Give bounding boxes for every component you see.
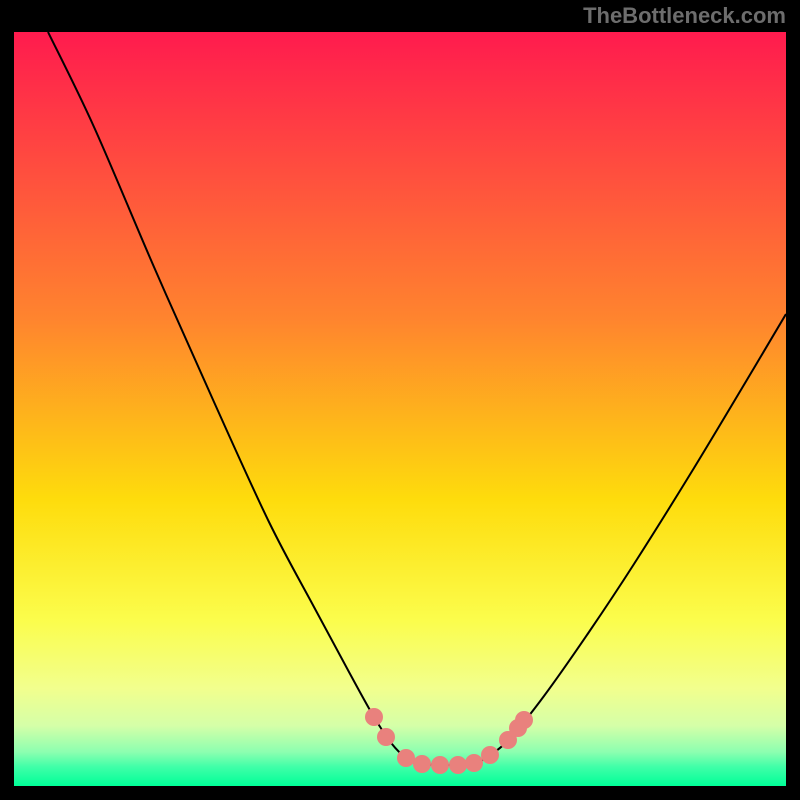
curve-marker xyxy=(431,756,449,774)
gradient-background xyxy=(14,32,786,786)
curve-marker xyxy=(515,711,533,729)
chart-svg xyxy=(14,32,786,786)
chart-plot-area xyxy=(14,32,786,786)
curve-marker xyxy=(397,749,415,767)
chart-root: TheBottleneck.com xyxy=(0,0,800,800)
curve-marker xyxy=(377,728,395,746)
curve-marker xyxy=(413,755,431,773)
attribution-text: TheBottleneck.com xyxy=(583,3,786,29)
curve-marker xyxy=(465,754,483,772)
curve-marker xyxy=(365,708,383,726)
curve-marker xyxy=(481,746,499,764)
curve-marker xyxy=(449,756,467,774)
